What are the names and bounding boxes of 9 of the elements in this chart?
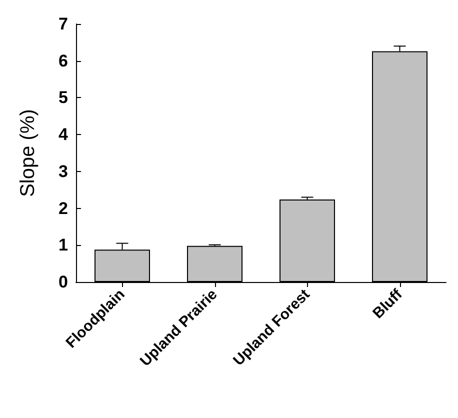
y-axis-title: Slope (%) (17, 109, 39, 197)
y-tick-label: 5 (58, 88, 68, 108)
y-tick-label: 1 (58, 236, 68, 255)
y-tick-label: 4 (58, 125, 69, 144)
y-tick-label: 6 (58, 51, 68, 70)
y-tick-label: 7 (58, 14, 68, 34)
y-tick-label: 3 (58, 162, 68, 181)
y-tick-label: 0 (58, 272, 68, 292)
y-tick-label: 2 (58, 198, 68, 218)
